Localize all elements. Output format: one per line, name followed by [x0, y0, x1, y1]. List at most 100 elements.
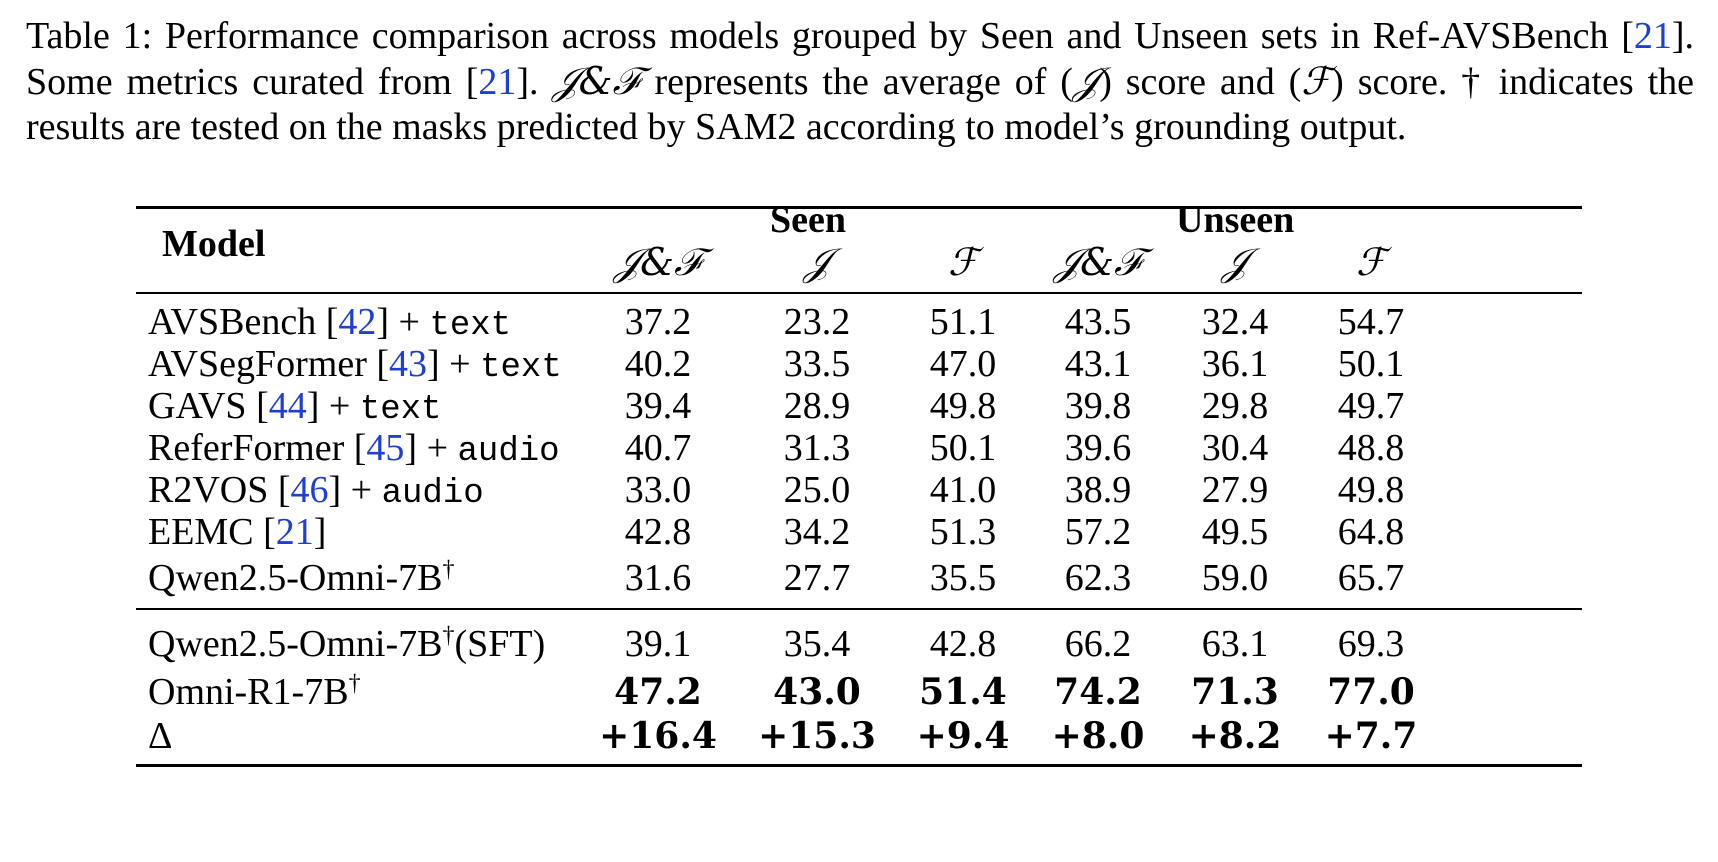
value-cell: 36.1 — [1201, 343, 1269, 385]
dagger-mark: † — [348, 670, 361, 697]
value-cell: 35.4 — [783, 623, 851, 665]
value-cell: 65.7 — [1337, 557, 1405, 599]
value-cell: 49.5 — [1201, 511, 1269, 553]
value-cell: 23.2 — [783, 301, 851, 343]
caption-text-1: Performance comparison across models gro… — [164, 15, 1609, 57]
model-name-cell: Qwen2.5-Omni-7B† — [148, 556, 455, 599]
value-cell: 57.2 — [1064, 511, 1132, 553]
value-cell: 63.1 — [1201, 623, 1269, 665]
seen-group-header: Seen — [770, 199, 846, 241]
value-cell: 51.3 — [929, 511, 997, 553]
value-cell: 40.2 — [624, 343, 692, 385]
value-cell: 32.4 — [1201, 301, 1269, 343]
value-cell: 27.7 — [783, 557, 851, 599]
model-name-cell: ReferFormer [45] + audio — [148, 427, 560, 471]
caption-jf-symbol: 𝒥&ℱ — [552, 59, 641, 103]
value-cell: +9.4 — [916, 715, 1010, 757]
model-citation[interactable]: 45 — [366, 427, 405, 469]
caption-j-symbol: 𝒥 — [1072, 59, 1100, 103]
model-citation[interactable]: 42 — [338, 301, 377, 343]
value-cell: 66.2 — [1064, 623, 1132, 665]
metric-header-seen-j: 𝒥 — [803, 240, 831, 284]
value-cell: 28.9 — [783, 385, 851, 427]
value-cell: 30.4 — [1201, 427, 1269, 469]
metric-header-unseen-j: 𝒥 — [1221, 240, 1249, 284]
value-cell: 49.8 — [1337, 469, 1405, 511]
metric-header-unseen-jf: 𝒥&ℱ — [1053, 240, 1143, 284]
value-cell: 59.0 — [1201, 557, 1269, 599]
caption-text-6: ) score. † indicates the results are tes… — [26, 61, 1694, 148]
value-cell: 42.8 — [624, 511, 692, 553]
model-name-cell: AVSBench [42] + text — [148, 301, 512, 345]
value-cell: 43.1 — [1064, 343, 1132, 385]
caption-text-3: . — [529, 61, 553, 103]
model-name-cell: GAVS [44] + text — [148, 385, 442, 429]
value-cell: +16.4 — [599, 715, 717, 757]
value-cell: 33.5 — [783, 343, 851, 385]
metric-header-unseen-f: ℱ — [1356, 240, 1386, 284]
model-name-cell: Qwen2.5-Omni-7B†(SFT) — [148, 622, 546, 665]
value-cell: 54.7 — [1337, 301, 1405, 343]
caption-citation-1[interactable]: 21 — [1633, 15, 1672, 57]
caption-text-5: ) score and ( — [1099, 61, 1302, 103]
value-cell: 43.0 — [773, 671, 861, 713]
metric-header-seen-f: ℱ — [948, 240, 978, 284]
value-cell: 39.1 — [624, 623, 692, 665]
model-citation[interactable]: 44 — [268, 385, 307, 427]
value-cell: 27.9 — [1201, 469, 1269, 511]
value-cell: 35.5 — [929, 557, 997, 599]
value-cell: 33.0 — [624, 469, 692, 511]
model-citation[interactable]: 21 — [275, 511, 314, 553]
caption-citation-2[interactable]: 21 — [478, 61, 517, 103]
value-cell: 64.8 — [1337, 511, 1405, 553]
model-column-header: Model — [162, 223, 266, 265]
value-cell: 34.2 — [783, 511, 851, 553]
value-cell: +8.2 — [1188, 715, 1282, 757]
value-cell: +8.0 — [1051, 715, 1145, 757]
value-cell: 39.6 — [1064, 427, 1132, 469]
value-cell: 74.2 — [1054, 671, 1142, 713]
model-citation[interactable]: 46 — [290, 469, 329, 511]
value-cell: 47.0 — [929, 343, 997, 385]
model-name-cell: AVSegFormer [43] + text — [148, 343, 562, 387]
value-cell: 50.1 — [1337, 343, 1405, 385]
value-cell: 39.8 — [1064, 385, 1132, 427]
value-cell: 51.1 — [929, 301, 997, 343]
value-cell: 25.0 — [783, 469, 851, 511]
value-cell: 31.3 — [783, 427, 851, 469]
value-cell: 42.8 — [929, 623, 997, 665]
value-cell: 43.5 — [1064, 301, 1132, 343]
value-cell: 69.3 — [1337, 623, 1405, 665]
value-cell: 37.2 — [624, 301, 692, 343]
dagger-mark: † — [442, 622, 455, 649]
value-cell: 41.0 — [929, 469, 997, 511]
model-name-cell: R2VOS [46] + audio — [148, 469, 484, 513]
value-cell: 39.4 — [624, 385, 692, 427]
value-cell: 71.3 — [1191, 671, 1279, 713]
caption-label: Table 1: — [26, 15, 153, 57]
value-cell: +15.3 — [758, 715, 876, 757]
value-cell: 38.9 — [1064, 469, 1132, 511]
table-top-rule — [136, 206, 1582, 209]
value-cell: 47.2 — [614, 671, 702, 713]
value-cell: 49.7 — [1337, 385, 1405, 427]
value-cell: 77.0 — [1327, 671, 1415, 713]
value-cell: 31.6 — [624, 557, 692, 599]
value-cell: 62.3 — [1064, 557, 1132, 599]
mid-rule — [136, 608, 1582, 610]
value-cell: +7.7 — [1324, 715, 1418, 757]
model-name-cell: Omni-R1-7B† — [148, 670, 361, 713]
unseen-group-header: Unseen — [1176, 199, 1295, 241]
model-name-cell: EEMC [21] — [148, 511, 327, 553]
model-citation[interactable]: 43 — [389, 343, 428, 385]
value-cell: 51.4 — [919, 671, 1007, 713]
table-bottom-rule — [136, 764, 1582, 767]
value-cell: 48.8 — [1337, 427, 1405, 469]
model-name-cell: Δ — [148, 715, 173, 757]
value-cell: 49.8 — [929, 385, 997, 427]
caption-text-4: represents the average of ( — [640, 61, 1073, 103]
value-cell: 29.8 — [1201, 385, 1269, 427]
caption-f-symbol: ℱ — [1301, 59, 1332, 103]
table-caption: Table 1: Performance comparison across m… — [26, 15, 1695, 148]
